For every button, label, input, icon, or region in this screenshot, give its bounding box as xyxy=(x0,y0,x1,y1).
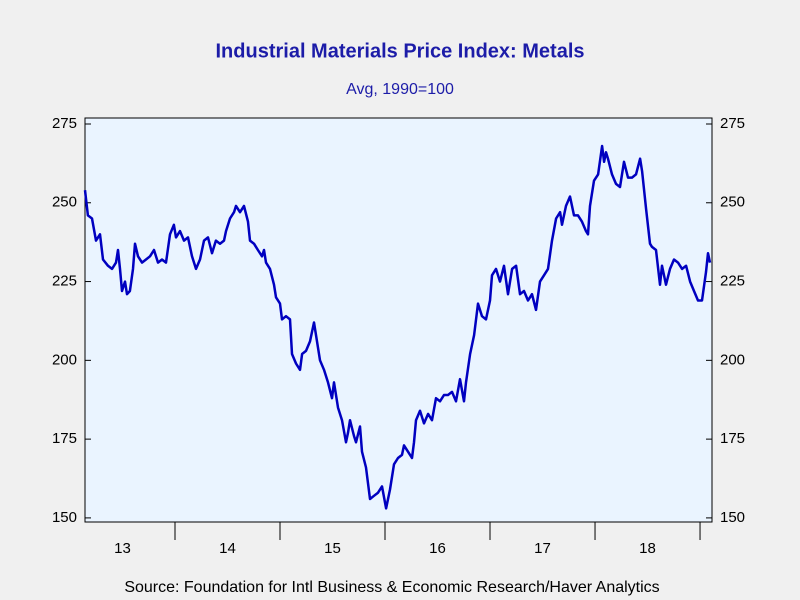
y-tick-label: 250 xyxy=(52,194,77,211)
y2-tick-label: 175 xyxy=(720,430,745,447)
y2-tick-label: 275 xyxy=(720,115,745,132)
y2-tick-label: 150 xyxy=(720,509,745,526)
chart-title: Industrial Materials Price Index: Metals xyxy=(215,40,584,62)
x-tick-label: 13 xyxy=(114,540,131,557)
y2-tick-label: 200 xyxy=(720,351,745,368)
x-tick-label: 14 xyxy=(219,540,236,557)
source-note: Source: Foundation for Intl Business & E… xyxy=(124,579,659,596)
y-tick-label: 275 xyxy=(52,115,77,132)
y2-tick-label: 250 xyxy=(720,194,745,211)
x-tick-label: 15 xyxy=(324,540,341,557)
y2-tick-label: 225 xyxy=(720,273,745,290)
chart-subtitle: Avg, 1990=100 xyxy=(346,81,454,98)
x-tick-label: 16 xyxy=(429,540,446,557)
x-tick-label: 17 xyxy=(534,540,551,557)
y-tick-label: 225 xyxy=(52,273,77,290)
x-tick-label: 18 xyxy=(639,540,656,557)
data-line xyxy=(83,144,712,510)
y-tick-label: 175 xyxy=(52,430,77,447)
y-tick-label: 200 xyxy=(52,351,77,368)
y-tick-label: 150 xyxy=(52,509,77,526)
plot-area xyxy=(84,117,713,523)
